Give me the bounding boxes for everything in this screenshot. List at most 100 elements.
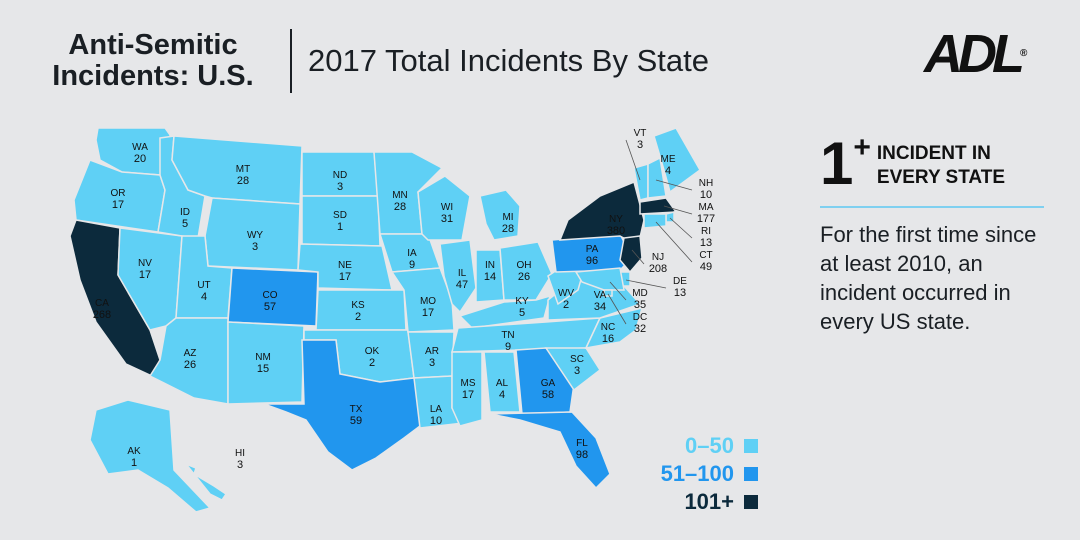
legend-label: 51–100 xyxy=(660,461,734,486)
state-value-tn: 9 xyxy=(505,341,511,353)
state-label-fl: FL xyxy=(576,438,588,449)
logo-registered-mark: ® xyxy=(1019,48,1028,59)
state-value-ut: 4 xyxy=(201,291,207,303)
state-ms xyxy=(451,351,483,427)
state-ak xyxy=(89,399,212,513)
callout-line-ct xyxy=(655,221,693,263)
state-label-md: MD xyxy=(632,288,648,299)
side-panel: 1+ INCIDENT IN EVERY STATE For the first… xyxy=(820,124,1050,336)
legend-item: 0–50 xyxy=(640,432,758,460)
state-label-mi: MI xyxy=(502,212,513,223)
state-value-pa: 96 xyxy=(586,255,598,267)
state-value-nj: 208 xyxy=(649,263,667,275)
state-label-hi: HI xyxy=(235,448,245,459)
state-label-tn: TN xyxy=(501,330,514,341)
state-label-ia: IA xyxy=(407,248,417,259)
state-value-de: 13 xyxy=(674,287,686,299)
state-mi xyxy=(479,189,521,241)
side-panel-body: For the first time since at least 2010, … xyxy=(820,222,1037,334)
side-panel-header: 1+ INCIDENT IN EVERY STATE xyxy=(820,124,1050,194)
state-value-dc: 32 xyxy=(634,323,646,335)
state-label-ny: NY xyxy=(609,214,623,225)
state-wy xyxy=(204,197,301,271)
legend-item: 51–100 xyxy=(640,460,758,488)
title-line-2: Incidents: U.S. xyxy=(52,60,254,92)
side-panel-rule xyxy=(820,206,1044,208)
state-value-ms: 17 xyxy=(462,389,474,401)
state-label-ca: CA xyxy=(95,298,109,309)
header: Anti-Semitic Incidents: U.S. 2017 Total … xyxy=(28,26,709,96)
state-label-mn: MN xyxy=(392,190,408,201)
state-label-nd: ND xyxy=(333,170,347,181)
state-value-nm: 15 xyxy=(257,363,269,375)
state-wi xyxy=(417,175,471,241)
state-value-wv: 2 xyxy=(563,299,569,311)
state-value-in: 14 xyxy=(484,271,496,283)
state-value-il: 47 xyxy=(456,279,468,291)
state-label-or: OR xyxy=(111,188,126,199)
state-value-mo: 17 xyxy=(422,307,434,319)
state-value-la: 10 xyxy=(430,415,442,427)
big-number-value: 1 xyxy=(820,130,854,197)
state-label-ks: KS xyxy=(351,300,365,311)
state-value-hi: 3 xyxy=(237,459,243,471)
side-label-line-2: EVERY STATE xyxy=(876,167,1006,188)
state-label-sd: SD xyxy=(333,210,347,221)
state-al xyxy=(483,351,521,413)
state-ny xyxy=(558,180,645,248)
adl-logo: ADL® xyxy=(924,24,1027,84)
state-label-pa: PA xyxy=(586,244,599,255)
page-title: Anti-Semitic Incidents: U.S. xyxy=(28,30,278,92)
state-value-oh: 26 xyxy=(518,271,530,283)
state-label-al: AL xyxy=(496,378,509,389)
state-label-ak: AK xyxy=(127,446,141,457)
state-value-nh: 10 xyxy=(700,189,712,201)
state-label-ok: OK xyxy=(365,346,380,357)
callout-line-ma xyxy=(663,205,693,215)
state-label-ga: GA xyxy=(541,378,556,389)
state-fl xyxy=(489,411,611,490)
state-value-ri: 13 xyxy=(700,237,712,249)
state-label-ne: NE xyxy=(338,260,352,271)
state-value-mi: 28 xyxy=(502,223,514,235)
state-value-tx: 59 xyxy=(350,415,362,427)
state-label-ri: RI xyxy=(701,226,711,237)
legend-swatch xyxy=(744,467,758,481)
state-ct xyxy=(643,213,667,229)
state-value-ky: 5 xyxy=(519,307,525,319)
legend-swatch xyxy=(744,439,758,453)
page-subtitle: 2017 Total Incidents By State xyxy=(308,43,709,78)
title-divider xyxy=(290,29,292,93)
callout-line-nh xyxy=(655,179,693,191)
state-label-in: IN xyxy=(485,260,495,271)
state-ne xyxy=(297,243,393,291)
side-label-line-1: INCIDENT IN xyxy=(876,143,991,164)
big-number-suffix: + xyxy=(853,131,871,164)
side-panel-label: INCIDENT IN EVERY STATE xyxy=(877,142,1005,190)
state-value-sd: 1 xyxy=(337,221,343,233)
state-ga xyxy=(515,347,575,415)
state-label-ma: MA xyxy=(699,202,714,213)
state-label-ky: KY xyxy=(515,296,529,307)
state-nj xyxy=(619,235,643,274)
state-value-fl: 98 xyxy=(576,449,588,461)
state-label-oh: OH xyxy=(517,260,532,271)
state-ma xyxy=(639,197,678,215)
state-value-wi: 31 xyxy=(441,213,453,225)
state-value-ia: 9 xyxy=(409,259,415,271)
state-label-mo: MO xyxy=(420,296,436,307)
state-value-ks: 2 xyxy=(355,311,361,323)
state-label-nc: NC xyxy=(601,322,615,333)
callout-line-de xyxy=(625,279,667,289)
state-value-nd: 3 xyxy=(337,181,343,193)
legend: 0–50 51–100 101+ xyxy=(640,432,758,516)
callout-line-ri xyxy=(669,217,693,239)
state-value-ok: 2 xyxy=(369,357,375,369)
state-value-me: 4 xyxy=(665,165,671,177)
state-label-ar: AR xyxy=(425,346,439,357)
state-value-mt: 28 xyxy=(237,175,249,187)
state-value-sc: 3 xyxy=(574,365,580,377)
state-il xyxy=(439,239,477,314)
state-label-nv: NV xyxy=(138,258,152,269)
state-dc xyxy=(603,289,613,297)
